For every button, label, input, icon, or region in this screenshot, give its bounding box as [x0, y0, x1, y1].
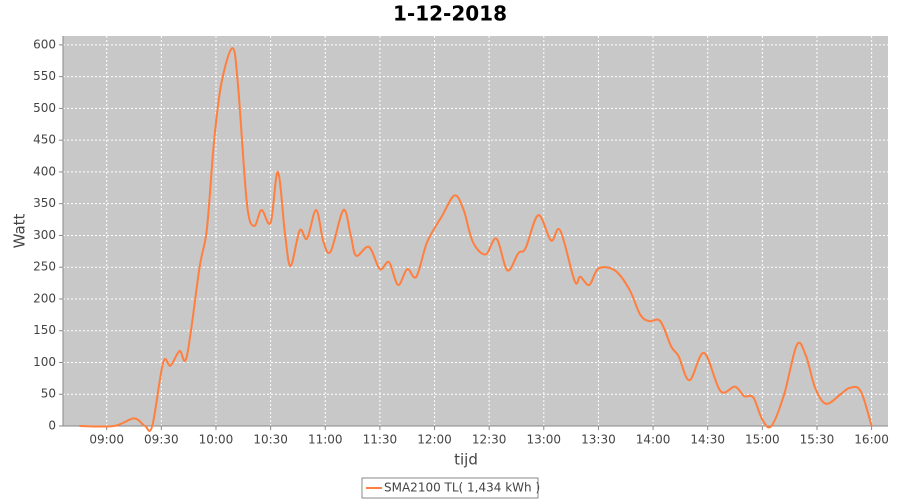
x-axis-label: tijd	[454, 451, 478, 469]
y-tick-label: 50	[41, 387, 56, 401]
legend-label: SMA2100 TL( 1,434 kWh )	[384, 481, 540, 495]
x-tick-label: 10:00	[199, 433, 234, 447]
x-tick-label: 09:30	[144, 433, 179, 447]
x-tick-label: 13:30	[581, 433, 616, 447]
x-tick-label: 14:00	[636, 433, 671, 447]
chart-title: 1-12-2018	[393, 2, 507, 26]
y-tick-label: 150	[33, 323, 56, 337]
y-tick-label: 450	[33, 133, 56, 147]
y-tick-label: 300	[33, 228, 56, 242]
x-tick-label: 10:30	[253, 433, 288, 447]
y-tick-label: 0	[48, 419, 56, 433]
y-tick-label: 400	[33, 164, 56, 178]
y-tick-label: 200	[33, 291, 56, 305]
y-tick-label: 550	[33, 69, 56, 83]
plot-area	[63, 36, 888, 426]
x-tick-label: 13:00	[526, 433, 561, 447]
x-tick-label: 15:00	[745, 433, 780, 447]
x-tick-label: 12:30	[472, 433, 507, 447]
x-tick-label: 09:00	[89, 433, 124, 447]
x-tick-label: 11:30	[363, 433, 398, 447]
y-tick-label: 250	[33, 260, 56, 274]
x-tick-label: 14:30	[690, 433, 725, 447]
x-tick-label: 12:00	[417, 433, 452, 447]
y-tick-label: 350	[33, 196, 56, 210]
y-tick-label: 600	[33, 37, 56, 51]
legend-box	[361, 477, 539, 499]
y-axis-label: Watt	[11, 213, 29, 248]
y-tick-label: 100	[33, 355, 56, 369]
x-tick-label: 16:00	[854, 433, 889, 447]
x-tick-label: 15:30	[800, 433, 835, 447]
x-tick-label: 11:00	[308, 433, 343, 447]
y-tick-label: 500	[33, 101, 56, 115]
data-line	[79, 47, 873, 432]
